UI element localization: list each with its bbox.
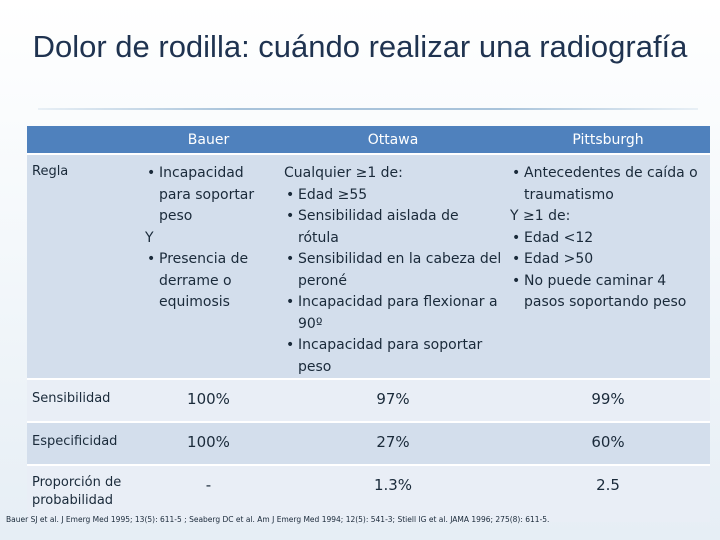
bauer-criteria: Incapacidad para soportar peso Y Presenc… (137, 154, 280, 379)
table-header-row: Bauer Ottawa Pittsburgh (27, 126, 710, 154)
sensibilidad-pittsburgh: 99% (506, 379, 710, 422)
especificidad-bauer: 100% (137, 422, 280, 465)
list-item: No puede caminar 4 pasos soportando peso (510, 271, 706, 314)
row-label-proporcion: Proporción de probabilidad (27, 465, 137, 522)
header-pittsburgh: Pittsburgh (506, 126, 710, 154)
row-label-sensibilidad: Sensibilidad (27, 379, 137, 422)
proporcion-pittsburgh: 2.5 (506, 465, 710, 522)
list-item: Incapacidad para soportar peso (284, 335, 502, 378)
list-item: Sensibilidad en la cabeza del peroné (284, 249, 502, 292)
list-item: Edad >50 (510, 249, 706, 271)
header-ottawa: Ottawa (280, 126, 506, 154)
proporcion-ottawa: 1.3% (280, 465, 506, 522)
pittsburgh-criteria: Antecedentes de caída o traumatismo Y ≥1… (506, 154, 710, 379)
list-item: Incapacidad para soportar peso (145, 163, 276, 228)
citation-text: Bauer SJ et al. J Emerg Med 1995; 13(5):… (6, 515, 550, 524)
especificidad-pittsburgh: 60% (506, 422, 710, 465)
header-corner (27, 126, 137, 154)
row-label-regla: Regla (27, 154, 137, 379)
slide-title: Dolor de rodilla: cuándo realizar una ra… (32, 29, 688, 64)
title-divider (38, 108, 698, 110)
comparison-table: Bauer Ottawa Pittsburgh Regla Incapacida… (27, 126, 710, 522)
especificidad-ottawa: 27% (280, 422, 506, 465)
ottawa-intro: Cualquier ≥1 de: (284, 165, 403, 181)
bauer-connector: Y (145, 229, 154, 246)
ottawa-criteria: Cualquier ≥1 de: Edad ≥55 Sensibilidad a… (280, 154, 506, 379)
sensibilidad-ottawa: 97% (280, 379, 506, 422)
header-bauer: Bauer (137, 126, 280, 154)
list-item: Antecedentes de caída o traumatismo (510, 163, 706, 206)
proporcion-bauer: - (137, 465, 280, 522)
table-row-sensibilidad: Sensibilidad 100% 97% 99% (27, 379, 710, 422)
list-item: Sensibilidad aislada de rótula (284, 206, 502, 249)
pittsburgh-connector: Y ≥1 de: (510, 208, 571, 224)
list-item: Incapacidad para flexionar a 90º (284, 292, 502, 335)
list-item: Edad <12 (510, 228, 706, 250)
table-row-regla: Regla Incapacidad para soportar peso Y P… (27, 154, 710, 379)
table-row-proporcion: Proporción de probabilidad - 1.3% 2.5 (27, 465, 710, 522)
row-label-especificidad: Especificidad (27, 422, 137, 465)
list-item: Edad ≥55 (284, 185, 502, 207)
table-row-especificidad: Especificidad 100% 27% 60% (27, 422, 710, 465)
sensibilidad-bauer: 100% (137, 379, 280, 422)
list-item: Presencia de derrame o equimosis (145, 249, 276, 314)
